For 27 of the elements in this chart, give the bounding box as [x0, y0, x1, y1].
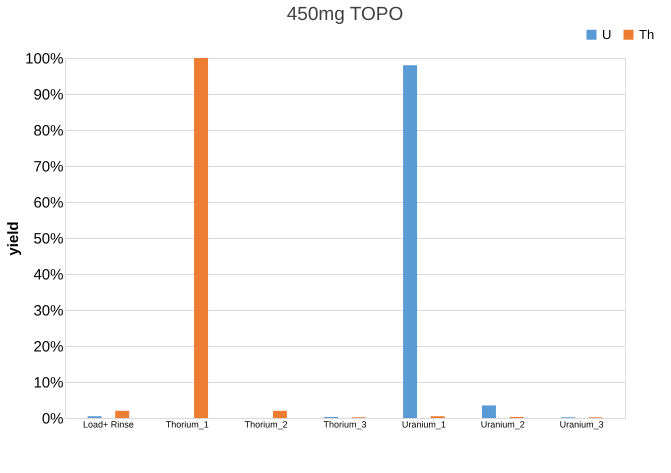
chart-title: 450mg TOPO: [286, 4, 404, 25]
x-tick-label: Uranium_1: [402, 420, 446, 430]
bar: [482, 405, 496, 418]
x-tick-label: Uranium_3: [560, 420, 604, 430]
y-tick-label: 100%: [25, 50, 64, 68]
y-tick-label: 60%: [33, 194, 64, 212]
y-tick-label: 50%: [33, 230, 64, 248]
bar: [403, 65, 418, 418]
y-axis-title: yield: [5, 221, 22, 256]
x-tick-label: Load+ Rinse: [82, 420, 134, 430]
y-tick-label: 40%: [33, 266, 64, 284]
y-tick-label: 30%: [33, 302, 64, 320]
x-tick-label: Uranium_2: [480, 420, 525, 430]
bar: [272, 410, 287, 418]
y-tick-label: 70%: [33, 158, 64, 176]
y-tick-label: 20%: [33, 338, 64, 356]
x-tick-label: Thorium_2: [244, 420, 288, 430]
bar: [115, 410, 130, 418]
y-tick-label: 10%: [33, 374, 64, 392]
y-tick-label: 90%: [33, 86, 64, 104]
legend-label: Th: [639, 26, 654, 42]
legend-label: U: [602, 26, 612, 42]
bar: [194, 58, 208, 418]
x-tick-label: Thorium_3: [323, 420, 367, 430]
y-tick-label: 0%: [42, 410, 64, 428]
x-tick-label: Thorium_1: [166, 420, 209, 430]
y-tick-label: 80%: [33, 122, 64, 140]
